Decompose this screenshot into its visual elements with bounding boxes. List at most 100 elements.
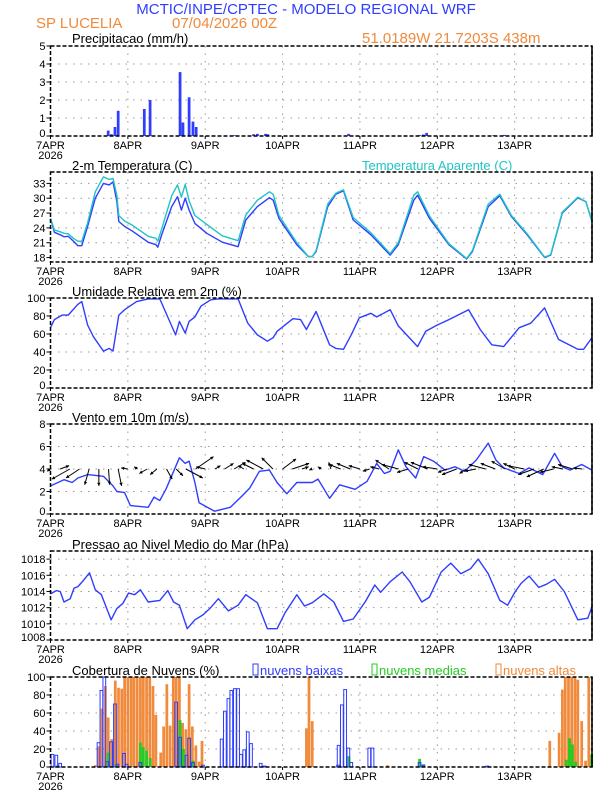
bar-nuvens-altas [184, 729, 188, 767]
station-coords: 51.0189W 21.7203S 438m [362, 30, 540, 47]
bar-nuvens-baixas [336, 744, 341, 768]
y-tick-label: 1010 [21, 619, 45, 631]
wind-vector-head [397, 469, 401, 474]
wind-vector-arrow [185, 468, 203, 479]
bar-nuvens-altas [165, 684, 169, 767]
y-tick-label: 2 [39, 487, 45, 499]
wind-vector-arrow [348, 464, 361, 470]
bar-nuvens-medias [141, 747, 145, 767]
x-tick-label: 11APR [343, 140, 377, 152]
wind-vector-head [375, 460, 379, 464]
x-tick-label: 12APR [420, 644, 455, 656]
wind-vector-arrow [214, 465, 221, 470]
wind-vector-head [526, 474, 531, 478]
wind-vector-arrow [133, 466, 138, 470]
x-tick-label: 12APR [420, 518, 455, 530]
bar-nuvens-baixas [226, 698, 231, 768]
bar-nuvens-altas [110, 739, 114, 767]
bar-nuvens-baixas [249, 743, 253, 768]
wind-vector-head [410, 461, 415, 465]
x-tick-label: 12APR [420, 266, 455, 278]
wind-vector-arrow [238, 465, 245, 470]
y-tick-label: 100 [27, 672, 45, 684]
wind-vector-arrow [309, 467, 313, 471]
bar-nuvens-baixas [124, 763, 129, 768]
legend-swatch-mid-clouds [371, 663, 378, 676]
x-tick-label: 11APR [343, 771, 377, 783]
bar-nuvens-medias [145, 750, 148, 767]
panel-title-precip: Precipitacao (mm/h) [72, 31, 188, 46]
y-tick-label: 0 [39, 759, 45, 771]
wind-vector-head [97, 482, 101, 486]
y-tick-label: 2 [39, 95, 45, 107]
x-tick-label: 8APR [113, 771, 142, 783]
x-tick-label: 13APR [497, 266, 532, 278]
bar-precipitacao [502, 134, 506, 136]
main-title: MCTIC/INPE/CPTEC - MODELO REGIONAL WRF [136, 1, 475, 18]
x-tick-label: 7APR [36, 266, 65, 278]
y-tick-label: 20 [33, 365, 45, 377]
bar-nuvens-medias [139, 742, 142, 767]
bar-nuvens-altas [168, 725, 172, 767]
y-tick-label: 3 [39, 77, 45, 89]
wind-vector-head [404, 462, 408, 466]
wind-vector-head [442, 471, 446, 476]
wind-vector-arrow [59, 465, 70, 470]
bar-nuvens-altas [162, 726, 166, 767]
legend-mid-clouds: nuvens medias [379, 663, 467, 678]
wind-vector-arrow [196, 465, 206, 470]
y-tick-label: 6 [39, 442, 45, 454]
x-tick-label: 8APR [113, 392, 142, 404]
bar-nuvens-altas [570, 677, 574, 767]
wind-vector-head [261, 457, 266, 462]
bar-precipitacao [232, 135, 236, 136]
bar-nuvens-altas [100, 708, 104, 767]
bar-nuvens-baixas [370, 747, 375, 768]
wind-vector-head [199, 475, 203, 479]
wind-vector-arrow [507, 464, 525, 470]
bar-nuvens-baixas [346, 747, 351, 768]
wind-vector-head [179, 472, 183, 476]
bar-nuvens-altas [557, 732, 561, 767]
bar-nuvens-altas [181, 722, 185, 767]
x-tick-label: 9APR [191, 140, 220, 152]
wind-vector-arrow [83, 468, 90, 485]
y-tick-label: 4 [39, 59, 45, 71]
x-year-label: 2026 [38, 402, 62, 414]
bar-nuvens-altas [305, 728, 308, 767]
x-tick-label: 13APR [497, 392, 532, 404]
wind-vector-arrow [396, 468, 409, 474]
line-Velocidade-do-vento [50, 442, 593, 512]
wind-vector-head [329, 464, 333, 468]
panel-title-pressure: Pressao ao Nivel Medio do Mar (hPa) [72, 537, 289, 552]
bar-nuvens-baixas [343, 689, 347, 768]
wind-vector-head [558, 463, 562, 468]
y-tick-label: 0 [39, 380, 45, 392]
wind-vector-head [51, 476, 56, 480]
bar-nuvens-altas [563, 677, 567, 767]
wind-vector-arrow [441, 468, 457, 476]
bar-nuvens-altas [126, 677, 130, 767]
y-tick-label: 8 [39, 419, 45, 431]
bar-nuvens-altas [106, 717, 110, 767]
bar-nuvens-altas [154, 714, 158, 767]
wind-vector-shaft [51, 468, 71, 480]
wind-vector-head [83, 481, 88, 485]
wind-vector-head [480, 462, 485, 467]
x-tick-label: 7APR [36, 771, 65, 783]
x-tick-label: 10APR [265, 771, 300, 783]
y-tick-label: 18 [33, 253, 45, 265]
y-tick-label: 100 [27, 293, 45, 305]
wind-vector-head [491, 461, 495, 465]
x-tick-label: 8APR [113, 518, 142, 530]
bar-nuvens-altas [560, 689, 564, 767]
bar-nuvens-altas [123, 677, 127, 767]
bar-precipitacao [252, 134, 255, 136]
wind-vector-head [336, 463, 341, 467]
x-tick-label: 8APR [113, 266, 142, 278]
line-Temperatura-Aparente-(C) [49, 176, 593, 260]
y-tick-label: 33 [33, 178, 45, 190]
panel-precip: 0 1 2 3 4 5 7APR 8APR 9APR 10APR 11APR 12APR 13APR 20… [36, 41, 593, 162]
wind-vector-arrow [292, 462, 310, 470]
bar-nuvens-baixas [178, 736, 182, 768]
